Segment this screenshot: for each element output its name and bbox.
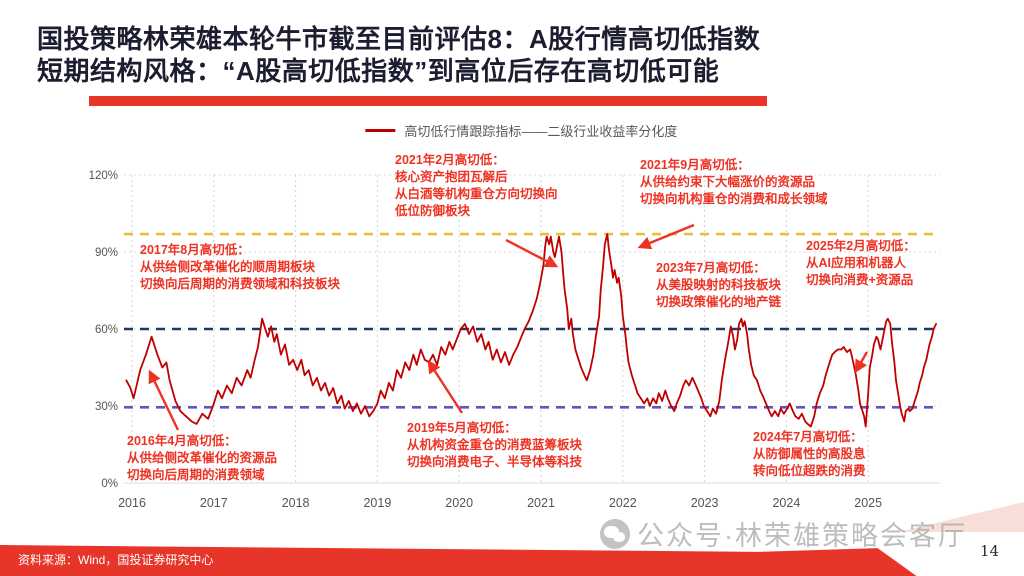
y-axis-tick: 30% — [95, 401, 118, 413]
annotation-line: 切换向消费+资源品 — [806, 273, 914, 287]
wechat-watermark: 公众号·林荣雄策略会客厅 — [600, 514, 967, 553]
slide-title: 国投策略林荣雄本轮牛市截至目前评估8：A股行情高切低指数 短期结构风格：“A股高… — [37, 24, 997, 87]
x-axis-tick: 2019 — [363, 496, 391, 510]
annotation-line: 从美股映射的科技板块 — [656, 278, 782, 292]
annotation-2017-aug: 2017年8月高切低： 从供给侧改革催化的顺周期板块 切换向后周期的消费领域和科… — [140, 242, 340, 293]
annotation-title: 2016年4月高切低： — [127, 434, 237, 448]
annotation-title: 2019年5月高切低： — [407, 421, 517, 435]
title-accent-bar — [89, 96, 767, 106]
annotation-line: 从机构资金重仓的消费蓝筹板块 — [407, 438, 583, 452]
annotation-line: 核心资产抱团瓦解后 — [395, 170, 508, 184]
annotation-line: 从AI应用和机器人 — [806, 256, 907, 270]
series-line — [125, 233, 937, 428]
annotation-arrow — [427, 359, 464, 414]
annotation-arrow — [854, 351, 869, 374]
x-axis-tick: 2017 — [200, 496, 228, 510]
y-axis-tick: 120% — [89, 170, 118, 182]
x-axis-tick: 2025 — [854, 496, 882, 510]
wechat-icon — [600, 518, 630, 549]
x-axis-tick: 2018 — [282, 496, 310, 510]
annotation-line: 切换向后周期的消费领域 — [127, 468, 265, 482]
annotation-title: 2024年7月高切低： — [753, 430, 863, 444]
chart-legend: 高切低行情跟踪指标——二级行业收益率分化度 — [365, 121, 677, 140]
annotation-2023-jul: 2023年7月高切低： 从美股映射的科技板块 切换政策催化的地产链 — [656, 260, 781, 311]
annotation-line: 切换政策催化的地产链 — [656, 295, 782, 309]
slide-title-line2: 短期结构风格：“A股高切低指数”到高位后存在高切低可能 — [37, 55, 720, 86]
annotation-line: 从供给约束下大幅涨价的资源品 — [640, 175, 816, 189]
x-axis-tick: 2023 — [691, 496, 719, 510]
annotation-2021-sep: 2021年9月高切低： 从供给约束下大幅涨价的资源品 切换向机构重仓的消费和成长… — [640, 157, 828, 208]
slide-title-line1: 国投策略林荣雄本轮牛市截至目前评估8：A股行情高切低指数 — [37, 24, 761, 54]
source-note: 资料来源：Wind，国投证券研究中心 — [18, 553, 214, 567]
annotation-line: 低位防御板块 — [395, 204, 471, 218]
annotation-title: 2021年9月高切低： — [640, 158, 750, 172]
annotation-arrow — [148, 369, 180, 431]
x-axis-tick: 2024 — [772, 496, 800, 510]
annotation-line: 切换向后周期的消费领域和科技板块 — [140, 277, 341, 291]
legend-line-swatch — [365, 129, 396, 132]
annotation-title: 2017年8月高切低： — [140, 243, 250, 257]
annotation-arrow — [505, 238, 559, 268]
annotation-arrow — [637, 223, 695, 250]
annotation-line: 从供给侧改革催化的资源品 — [127, 451, 278, 465]
x-axis-tick: 2016 — [118, 496, 146, 510]
annotation-line: 从供给侧改革催化的顺周期板块 — [140, 260, 316, 274]
x-axis-tick: 2021 — [527, 496, 555, 510]
annotation-2021-feb: 2021年2月高切低： 核心资产抱团瓦解后 从白酒等机构重仓方向切换向 低位防御… — [395, 152, 558, 220]
legend-label: 高切低行情跟踪指标——二级行业收益率分化度 — [404, 124, 678, 139]
annotation-2024-jul: 2024年7月高切低： 从防御属性的高股息 转向低位超跌的消费 — [753, 429, 866, 480]
y-axis-tick: 0% — [101, 478, 118, 490]
annotation-line: 从白酒等机构重仓方向切换向 — [395, 187, 558, 201]
watermark-text: 公众号·林荣雄策略会客厅 — [637, 521, 967, 551]
annotation-2016-apr: 2016年4月高切低： 从供给侧改革催化的资源品 切换向后周期的消费领域 — [127, 433, 277, 484]
annotation-title: 2023年7月高切低： — [656, 261, 766, 275]
annotation-title: 2025年2月高切低： — [806, 239, 916, 253]
annotation-title: 2021年2月高切低： — [395, 153, 505, 167]
annotation-line: 转向低位超跌的消费 — [753, 464, 866, 478]
annotation-line: 从防御属性的高股息 — [753, 447, 866, 461]
annotation-line: 切换向机构重仓的消费和成长领域 — [640, 192, 828, 206]
x-axis-tick: 2022 — [609, 496, 637, 510]
annotation-2019-may: 2019年5月高切低： 从机构资金重仓的消费蓝筹板块 切换向消费电子、半导体等科… — [407, 420, 582, 471]
annotation-2025-feb: 2025年2月高切低： 从AI应用和机器人 切换向消费+资源品 — [806, 238, 916, 289]
x-axis-tick: 2020 — [445, 496, 473, 510]
page-number: 14 — [980, 542, 1000, 560]
y-axis-tick: 90% — [95, 247, 118, 259]
annotation-line: 切换向消费电子、半导体等科技 — [407, 455, 583, 469]
y-axis-tick: 60% — [95, 324, 118, 336]
